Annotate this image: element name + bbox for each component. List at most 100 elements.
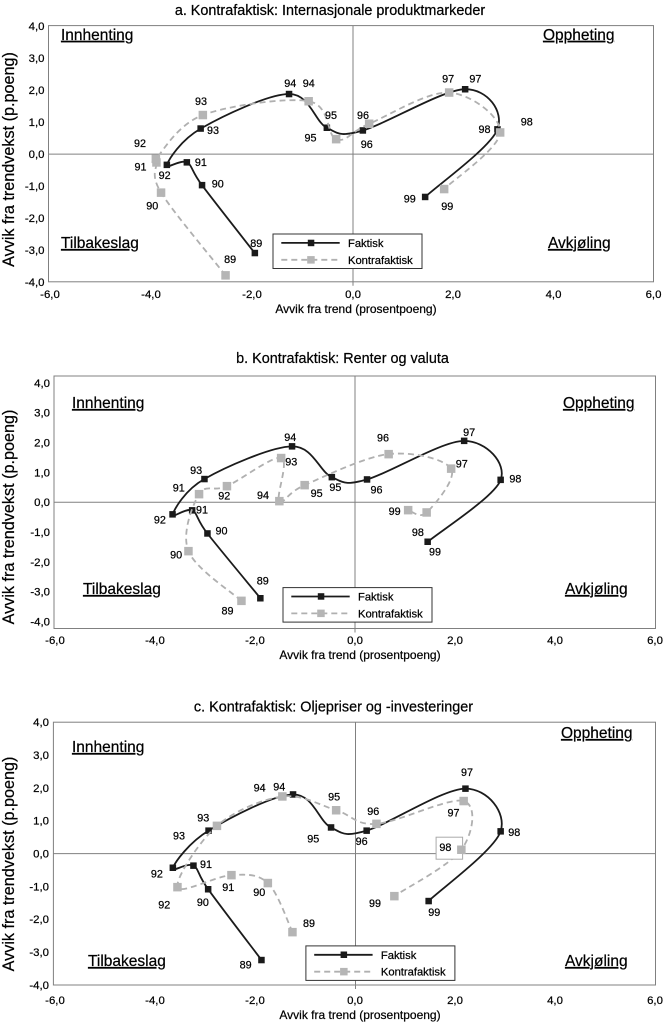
svg-text:Avkjøling: Avkjøling [548, 235, 611, 252]
svg-text:91: 91 [134, 162, 146, 174]
svg-text:91: 91 [196, 505, 208, 517]
svg-text:93: 93 [173, 830, 185, 842]
svg-text:2,0: 2,0 [445, 289, 461, 301]
svg-text:Avvik fra trend (prosentpoeng): Avvik fra trend (prosentpoeng) [279, 648, 440, 662]
svg-text:Innhenting: Innhenting [72, 739, 144, 756]
svg-text:96: 96 [377, 432, 389, 444]
svg-text:92: 92 [134, 138, 146, 150]
svg-text:-6,0: -6,0 [45, 995, 65, 1007]
svg-text:96: 96 [367, 806, 379, 818]
svg-text:Faktisk: Faktisk [381, 950, 417, 962]
svg-text:99: 99 [404, 194, 416, 206]
svg-text:0,0: 0,0 [347, 635, 363, 647]
svg-text:0,0: 0,0 [347, 995, 363, 1007]
svg-text:-4,0: -4,0 [141, 289, 161, 301]
svg-text:-6,0: -6,0 [45, 635, 65, 647]
svg-text:4,0: 4,0 [34, 378, 50, 390]
svg-text:-4,0: -4,0 [30, 617, 50, 629]
svg-text:4,0: 4,0 [547, 635, 563, 647]
svg-text:Tilbakeslag: Tilbakeslag [83, 581, 161, 598]
svg-text:93: 93 [285, 457, 297, 469]
svg-text:-2,0: -2,0 [245, 635, 265, 647]
svg-text:Innhenting: Innhenting [72, 395, 144, 412]
svg-text:Avvik fra trendvekst (p.poeng): Avvik fra trendvekst (p.poeng) [0, 52, 18, 267]
svg-text:a. Kontrafaktisk: Internasjona: a. Kontrafaktisk: Internasjonale produkt… [175, 3, 486, 19]
svg-text:94: 94 [273, 782, 285, 794]
svg-text:-4,0: -4,0 [145, 635, 165, 647]
svg-text:95: 95 [307, 833, 319, 845]
svg-text:92: 92 [151, 868, 163, 880]
svg-text:4,0: 4,0 [546, 289, 562, 301]
svg-text:96: 96 [357, 110, 369, 122]
svg-text:90: 90 [212, 178, 224, 190]
svg-text:-4,0: -4,0 [145, 995, 165, 1007]
svg-text:89: 89 [240, 960, 252, 972]
svg-text:Avkjøling: Avkjøling [565, 953, 628, 970]
svg-text:98: 98 [509, 473, 521, 485]
svg-text:95: 95 [325, 110, 337, 122]
svg-text:91: 91 [222, 882, 234, 894]
svg-text:2,0: 2,0 [34, 438, 50, 450]
svg-text:4,0: 4,0 [547, 995, 563, 1007]
svg-text:0,0: 0,0 [29, 149, 45, 161]
svg-text:92: 92 [218, 491, 230, 503]
svg-text:3,0: 3,0 [29, 53, 45, 65]
svg-text:99: 99 [389, 506, 401, 518]
svg-text:94: 94 [284, 432, 296, 444]
svg-text:98: 98 [508, 827, 520, 839]
svg-text:c. Kontrafaktisk: Oljepriser o: c. Kontrafaktisk: Oljepriser og -investe… [194, 700, 473, 716]
svg-text:90: 90 [146, 200, 158, 212]
svg-text:95: 95 [304, 132, 316, 144]
svg-text:93: 93 [195, 96, 207, 108]
svg-text:Faktisk: Faktisk [348, 238, 384, 250]
svg-text:Avkjøling: Avkjøling [565, 581, 628, 598]
svg-text:Kontrafaktisk: Kontrafaktisk [381, 967, 446, 979]
svg-text:94: 94 [284, 78, 296, 90]
svg-text:0,0: 0,0 [34, 497, 50, 509]
svg-text:97: 97 [447, 808, 459, 820]
svg-text:-6,0: -6,0 [40, 289, 60, 301]
svg-text:-2,0: -2,0 [242, 289, 262, 301]
svg-text:2,0: 2,0 [33, 783, 49, 795]
svg-text:91: 91 [173, 483, 185, 495]
svg-text:Avvik fra trendvekst (p.poeng): Avvik fra trendvekst (p.poeng) [0, 410, 18, 625]
svg-text:98: 98 [521, 116, 533, 128]
svg-text:3,0: 3,0 [34, 408, 50, 420]
svg-text:6,0: 6,0 [647, 995, 663, 1007]
svg-text:0,0: 0,0 [33, 849, 49, 861]
svg-text:95: 95 [328, 791, 340, 803]
svg-text:97: 97 [456, 459, 468, 471]
svg-text:-4,0: -4,0 [29, 980, 49, 992]
svg-text:Tilbakeslag: Tilbakeslag [61, 235, 139, 252]
svg-text:1,0: 1,0 [34, 467, 50, 479]
svg-text:99: 99 [369, 898, 381, 910]
svg-text:94: 94 [254, 782, 266, 794]
svg-text:Oppheting: Oppheting [543, 27, 615, 44]
svg-text:-1,0: -1,0 [30, 527, 50, 539]
svg-text:3,0: 3,0 [33, 750, 49, 762]
svg-text:93: 93 [190, 465, 202, 477]
svg-text:b. Kontrafaktisk: Renter og va: b. Kontrafaktisk: Renter og valuta [236, 351, 449, 367]
svg-text:-1,0: -1,0 [25, 181, 45, 193]
svg-text:6,0: 6,0 [646, 289, 662, 301]
svg-text:99: 99 [441, 201, 453, 213]
svg-text:-3,0: -3,0 [30, 587, 50, 599]
svg-text:2,0: 2,0 [447, 995, 463, 1007]
svg-text:Kontrafaktisk: Kontrafaktisk [348, 255, 413, 267]
svg-text:97: 97 [469, 73, 481, 85]
svg-text:-2,0: -2,0 [30, 557, 50, 569]
svg-text:96: 96 [356, 836, 368, 848]
svg-text:-2,0: -2,0 [29, 914, 49, 926]
svg-text:-3,0: -3,0 [29, 947, 49, 959]
svg-text:94: 94 [303, 78, 315, 90]
svg-text:89: 89 [303, 918, 315, 930]
svg-text:Tilbakeslag: Tilbakeslag [88, 953, 166, 970]
svg-text:93: 93 [197, 813, 209, 825]
svg-text:Avvik fra trend (prosentpoeng): Avvik fra trend (prosentpoeng) [275, 302, 436, 316]
svg-text:99: 99 [429, 546, 441, 558]
svg-text:Oppheting: Oppheting [563, 395, 635, 412]
svg-text:90: 90 [215, 526, 227, 538]
svg-text:1,0: 1,0 [29, 117, 45, 129]
svg-text:89: 89 [257, 575, 269, 587]
svg-text:98: 98 [412, 527, 424, 539]
